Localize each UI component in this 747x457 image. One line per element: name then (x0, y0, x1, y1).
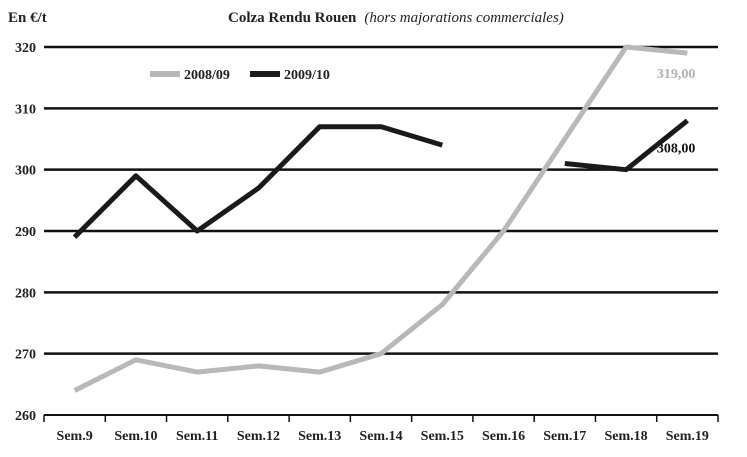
x-axis-ticks: Sem.9 Sem.10 Sem.11 Sem.12 Sem.13 Sem.14 Sem.1… (57, 429, 709, 444)
end-value-label: 319,00 (657, 67, 696, 82)
grid (44, 45, 718, 355)
y-tick-label: 270 (15, 348, 36, 363)
legend-label: 2008/09 (184, 68, 230, 83)
y-tick-label: 320 (15, 41, 36, 56)
x-axis (43, 414, 719, 422)
y-axis-label: En €/t (8, 10, 47, 26)
x-tick-label: Sem.12 (237, 429, 280, 444)
y-tick-label: 290 (15, 225, 36, 240)
x-tick-label: Sem.16 (482, 429, 525, 444)
x-tick-label: Sem.10 (114, 429, 157, 444)
x-tick-label: Sem.19 (666, 429, 709, 444)
end-labels: 319,00 308,00 (657, 67, 696, 156)
x-tick-label: Sem.15 (421, 429, 464, 444)
y-tick-label: 260 (15, 409, 36, 424)
x-tick-label: Sem.13 (298, 429, 341, 444)
series-line-2009-10 (72, 124, 444, 239)
x-tick-label: Sem.17 (543, 429, 586, 444)
x-tick-label: Sem.9 (57, 429, 93, 444)
x-tick-label: Sem.18 (605, 429, 648, 444)
y-axis-ticks: 260 270 280 290 300 310 320 (15, 41, 36, 424)
x-tick-label: Sem.11 (176, 429, 218, 444)
x-tick-label: Sem.14 (359, 429, 402, 444)
series-line-2008-09 (73, 44, 688, 393)
end-value-label: 308,00 (657, 142, 696, 157)
legend: 2008/09 2009/10 (150, 68, 330, 83)
y-tick-label: 280 (15, 286, 36, 301)
y-tick-label: 300 (15, 164, 36, 179)
chart-title-block: Colza Rendu Rouen (hors majorations comme… (228, 10, 564, 26)
series-lines (72, 44, 689, 393)
y-tick-label: 310 (15, 102, 36, 117)
legend-label: 2009/10 (284, 68, 330, 83)
chart-subtitle: (hors majorations commerciales) (364, 10, 563, 26)
chart-title: Colza Rendu Rouen (228, 10, 357, 26)
series-line-2009-10 (564, 118, 689, 173)
